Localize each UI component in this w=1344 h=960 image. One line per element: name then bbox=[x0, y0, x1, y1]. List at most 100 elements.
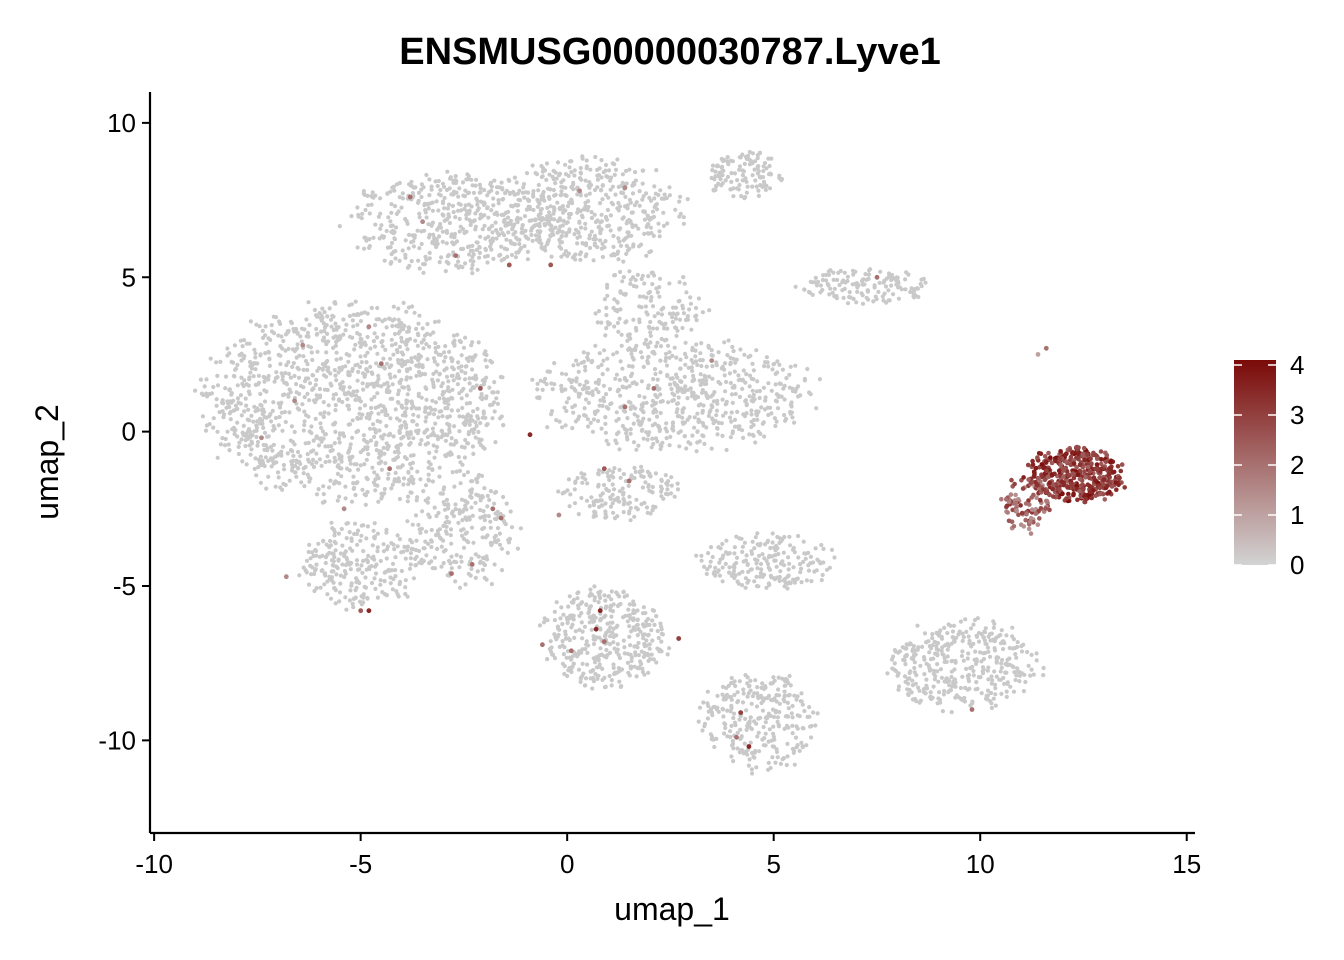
cell-point bbox=[443, 453, 448, 458]
cell-point bbox=[420, 326, 425, 331]
cell-point bbox=[482, 486, 487, 491]
cell-point bbox=[515, 203, 520, 208]
cell-point bbox=[570, 405, 575, 410]
cell-point bbox=[229, 359, 234, 364]
cell-point bbox=[621, 502, 626, 507]
cell-point bbox=[470, 248, 475, 253]
cell-point bbox=[423, 372, 428, 377]
cell-point bbox=[490, 416, 495, 421]
cell-point bbox=[658, 410, 663, 416]
cell-point bbox=[443, 398, 448, 403]
cell-point bbox=[478, 186, 483, 191]
cell-point bbox=[474, 177, 479, 182]
cell-point bbox=[469, 505, 474, 510]
cell-point bbox=[411, 412, 416, 417]
cell-point bbox=[704, 364, 709, 369]
cell-point bbox=[369, 194, 374, 199]
cell-point bbox=[745, 562, 750, 567]
cell-point bbox=[407, 326, 412, 331]
cell-point bbox=[473, 224, 478, 229]
cell-point bbox=[333, 588, 338, 593]
cell-point bbox=[615, 320, 621, 326]
cell-point bbox=[773, 423, 778, 429]
cell-point bbox=[940, 709, 946, 714]
cell-point bbox=[753, 557, 758, 562]
cell-point bbox=[425, 321, 430, 327]
cell-point bbox=[798, 699, 803, 704]
cell-point bbox=[312, 571, 317, 577]
cell-point bbox=[430, 467, 435, 472]
cell-point bbox=[918, 663, 923, 668]
cell-point bbox=[746, 691, 752, 696]
cell-point bbox=[536, 188, 541, 193]
cell-point bbox=[405, 392, 410, 397]
cell-point bbox=[780, 367, 786, 372]
cell-point bbox=[553, 635, 558, 640]
cell-point bbox=[563, 249, 569, 254]
cell-point bbox=[999, 665, 1004, 670]
cell-point bbox=[480, 378, 485, 383]
cell-point bbox=[762, 364, 767, 369]
cell-point bbox=[320, 306, 325, 311]
cell-point bbox=[756, 584, 761, 589]
cell-point bbox=[427, 177, 432, 182]
cell-point bbox=[689, 365, 694, 370]
cell-point bbox=[650, 508, 655, 513]
cell-point bbox=[653, 471, 659, 476]
cell-point bbox=[349, 393, 354, 398]
cell-point bbox=[640, 273, 645, 278]
cell-point bbox=[318, 421, 323, 426]
cell-point bbox=[754, 574, 759, 579]
cell-point bbox=[584, 158, 589, 163]
cell-point bbox=[724, 379, 729, 385]
cell-point bbox=[776, 724, 782, 729]
cell-point bbox=[695, 440, 700, 445]
cell-point bbox=[499, 212, 504, 217]
cell-point bbox=[763, 187, 769, 192]
cell-point bbox=[372, 381, 377, 386]
cell-point bbox=[336, 531, 341, 536]
cell-point bbox=[782, 726, 787, 732]
cell-point bbox=[565, 649, 571, 654]
cell-point bbox=[389, 210, 394, 215]
scatter-points bbox=[193, 149, 1127, 776]
cell-point bbox=[600, 254, 606, 260]
cell-point bbox=[369, 580, 375, 586]
cell-point bbox=[361, 523, 366, 528]
cell-point bbox=[381, 356, 386, 361]
cell-point bbox=[455, 208, 461, 213]
cell-point bbox=[489, 184, 494, 189]
cell-point bbox=[641, 194, 646, 199]
cell-point bbox=[680, 410, 685, 415]
cell-point bbox=[298, 461, 303, 467]
cell-point bbox=[783, 679, 788, 684]
cell-point bbox=[321, 414, 326, 419]
cell-point bbox=[515, 191, 521, 196]
cell-point bbox=[254, 425, 259, 430]
cell-point bbox=[618, 307, 623, 312]
cell-point bbox=[652, 196, 657, 201]
cell-point bbox=[592, 243, 597, 248]
cell-point bbox=[608, 625, 613, 630]
cell-point bbox=[569, 170, 574, 175]
cell-point bbox=[531, 192, 536, 197]
cell-point bbox=[477, 255, 482, 260]
cell-point bbox=[397, 344, 402, 349]
cell-point bbox=[730, 385, 735, 390]
cell-point bbox=[1017, 669, 1022, 674]
cell-point bbox=[311, 438, 316, 443]
cell-point bbox=[384, 593, 389, 598]
cell-point bbox=[316, 443, 322, 448]
cell-point bbox=[222, 443, 228, 448]
cell-point bbox=[362, 246, 367, 251]
cell-point bbox=[656, 635, 661, 641]
cell-point bbox=[463, 503, 468, 508]
cell-point bbox=[640, 181, 645, 186]
cell-point bbox=[433, 400, 439, 405]
cell-point bbox=[438, 193, 443, 198]
cell-point bbox=[444, 366, 449, 371]
cell-point bbox=[644, 622, 650, 627]
cell-point bbox=[945, 654, 950, 659]
cell-point bbox=[678, 366, 683, 371]
cell-point bbox=[689, 394, 695, 399]
